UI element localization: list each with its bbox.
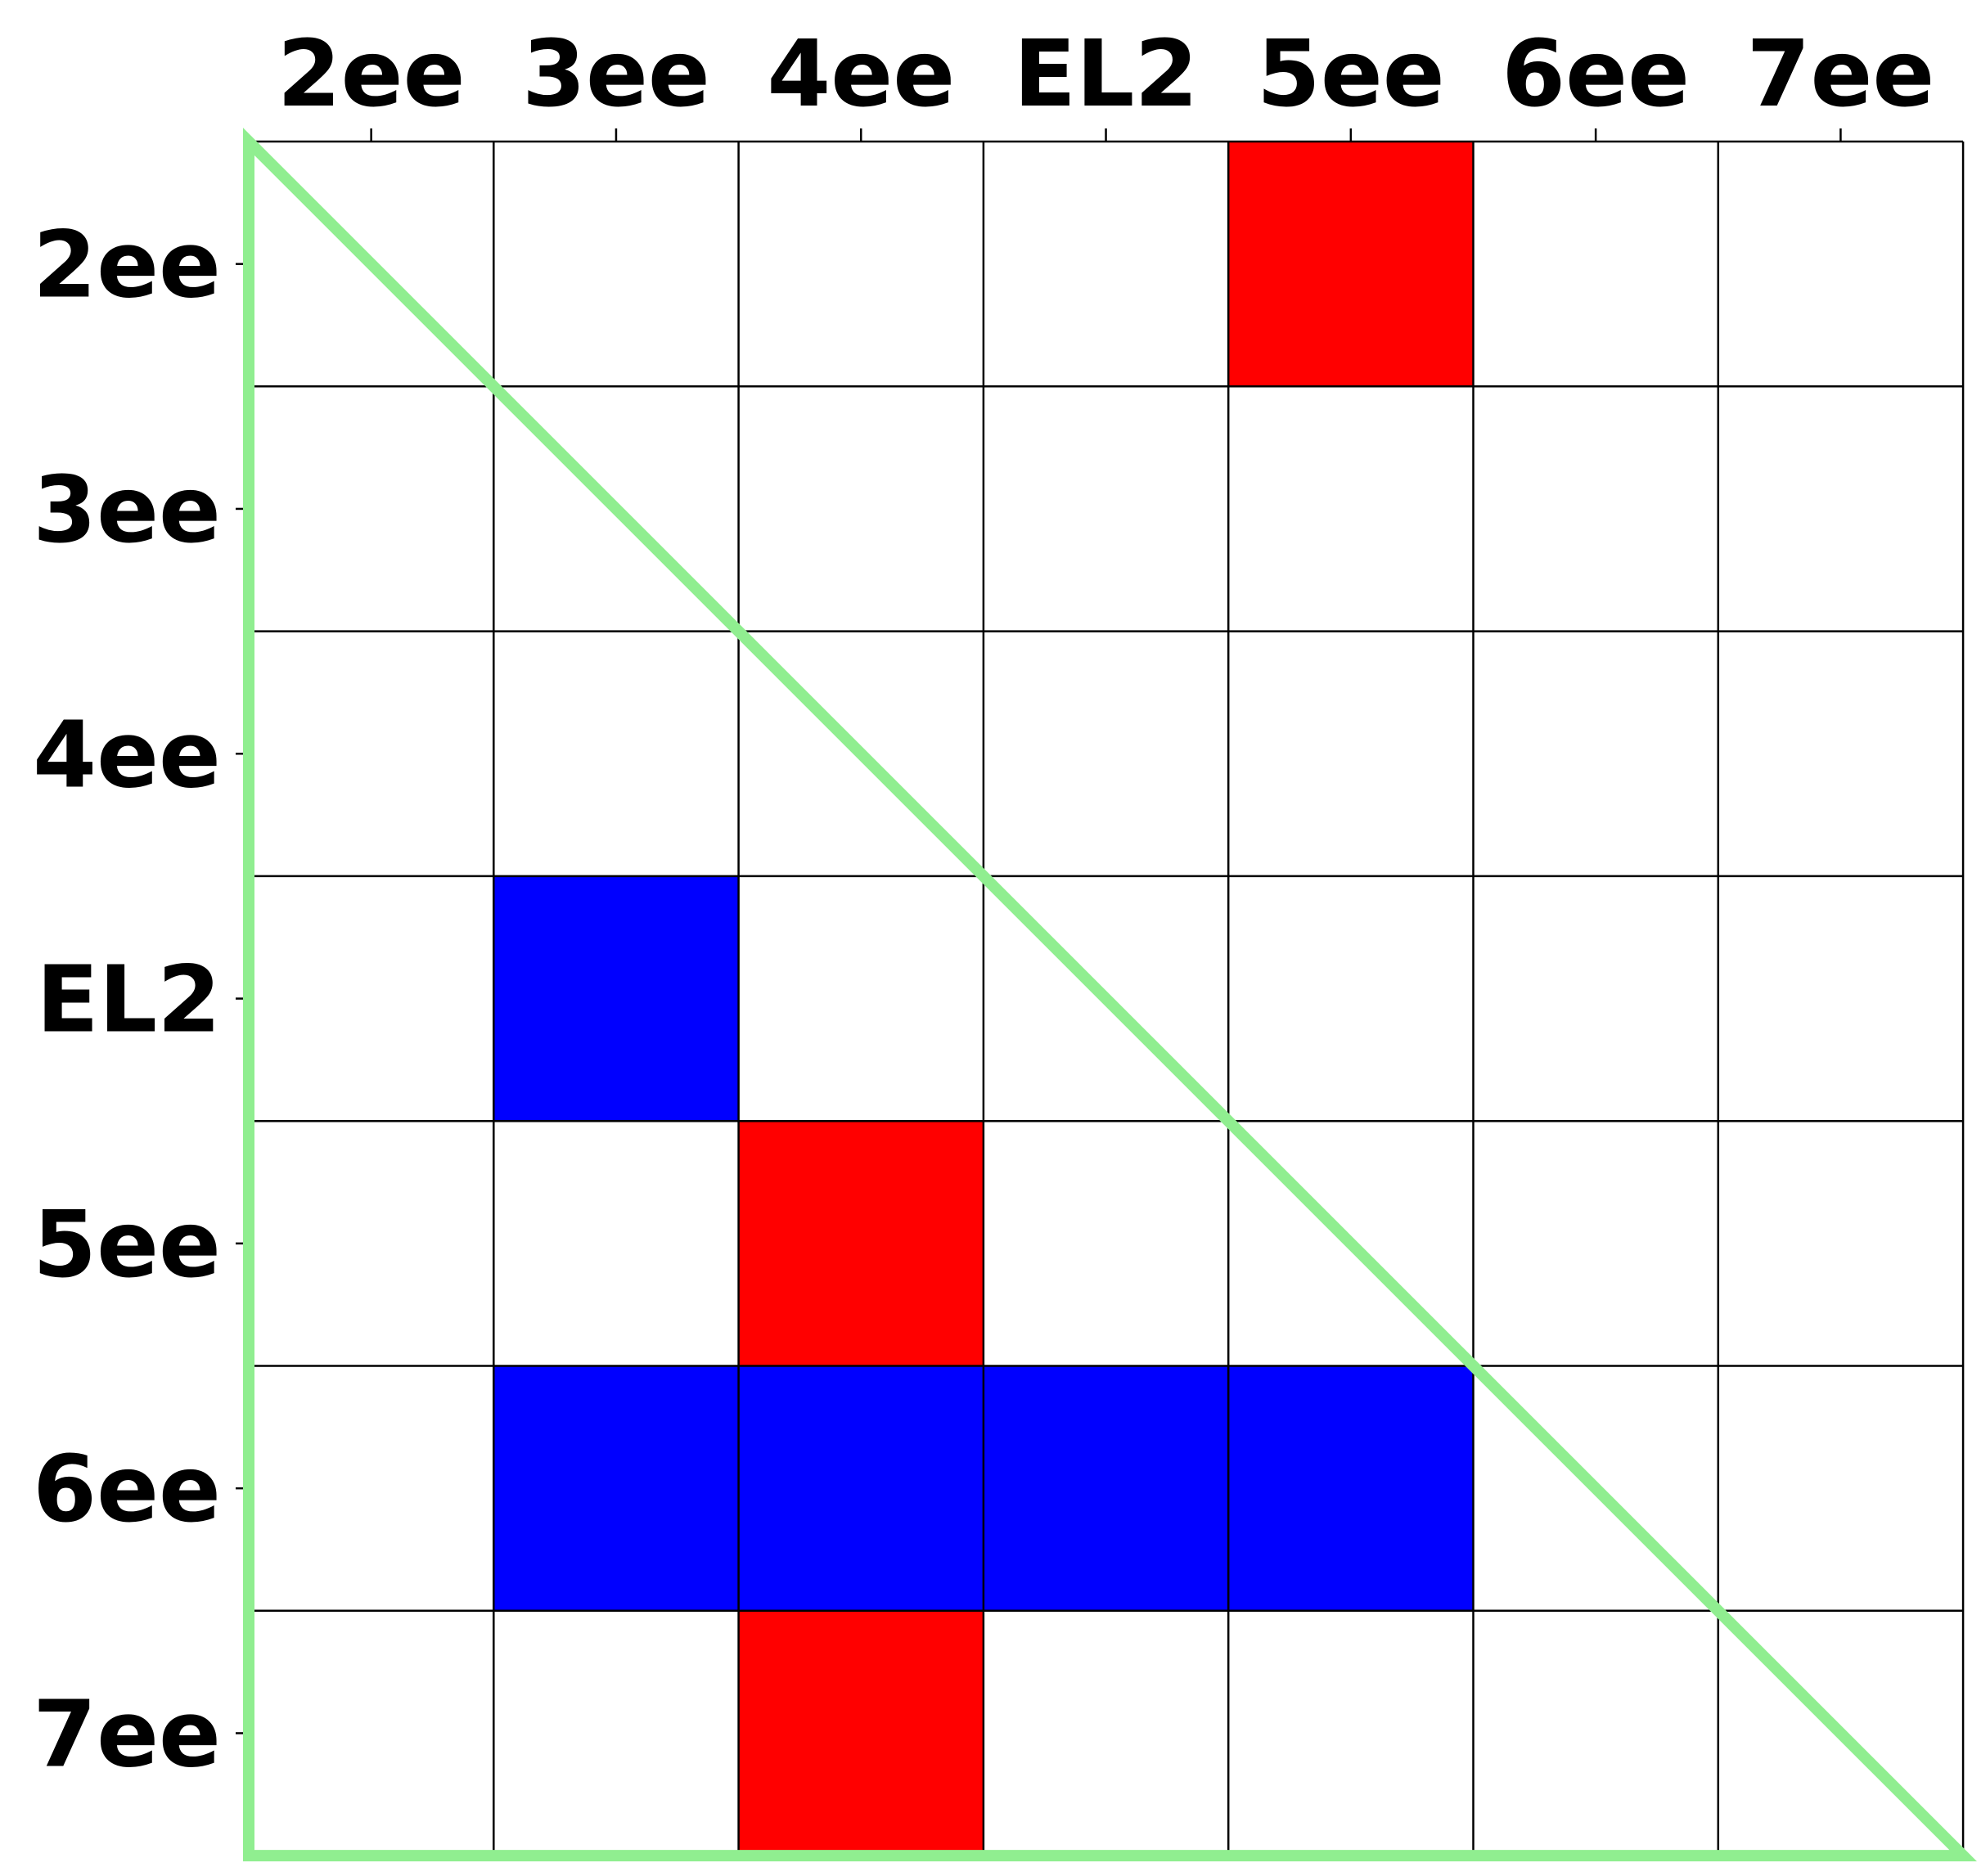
heatmap-cell-6ee-EL2 [983,1365,1229,1611]
ticks-layer [236,128,1842,1734]
x-tick-label: EL2 [1014,21,1199,128]
grid-layer [247,140,1965,1857]
x-tick-label: 5ee [1257,21,1445,128]
x-tick-label: 3ee [522,21,710,128]
triangle-outline [243,128,1977,1862]
y-tick-label: 5ee [33,1192,221,1298]
x-tick-label: 7ee [1747,21,1935,128]
x-tick-label: 2ee [277,21,466,128]
x-tick-label: 4ee [767,21,955,128]
heatmap-cell-6ee-4ee [738,1365,984,1611]
heatmap-cell-5ee-4ee [738,1121,984,1366]
y-tick-label: 6ee [33,1437,221,1543]
y-tick-label: 4ee [33,702,221,808]
y-tick-label: 3ee [33,457,221,564]
triangle-layer [243,128,1977,1862]
labels-layer: 2ee 3ee 4ee EL2 5ee 6ee 7ee 2ee 3ee 4ee EL2 5ee 6ee 7… [33,21,1934,1788]
y-tick-label: EL2 [36,947,221,1054]
heatmap-cell-EL2-3ee [493,875,739,1122]
x-tick-label: 6ee [1502,21,1690,128]
heatmap-cell-7ee-4ee [738,1610,984,1856]
heatmap-cell-6ee-5ee [1228,1365,1474,1611]
cells-layer [249,142,1964,1856]
heatmap-cell-2ee-5ee [1228,142,1474,387]
y-tick-label: 2ee [33,213,221,319]
y-tick-label: 7ee [33,1681,221,1788]
heatmap-cell-6ee-3ee [493,1365,739,1611]
